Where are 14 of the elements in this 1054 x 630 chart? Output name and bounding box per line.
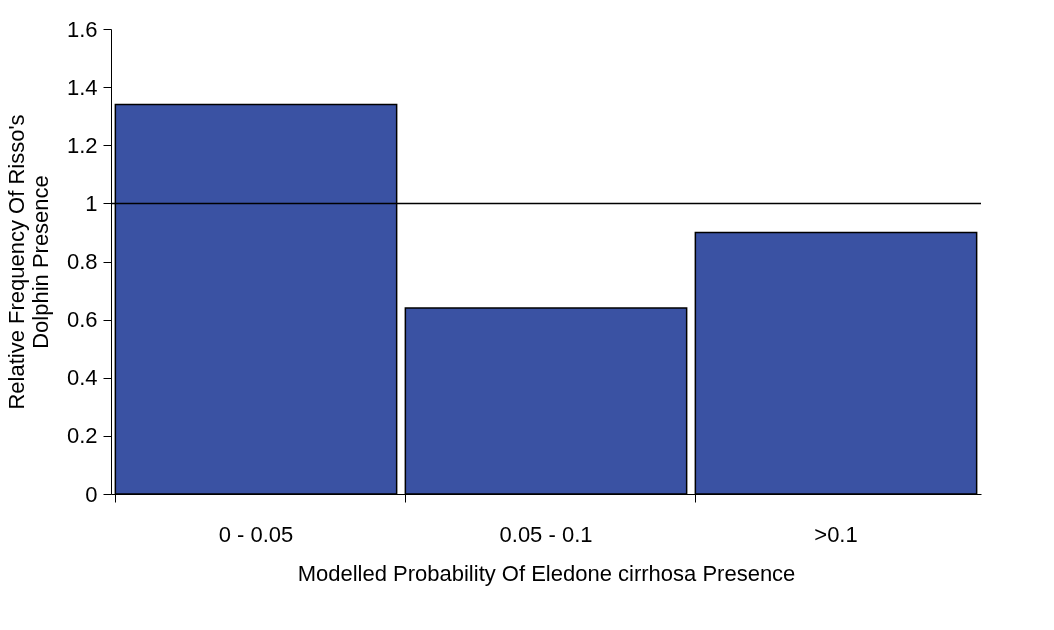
y-tick-label: 1 (85, 190, 98, 216)
x-tick-label: >0.1 (814, 521, 858, 547)
y-tick-label: 0.8 (66, 249, 98, 274)
x-axis-title: Modelled Probability Of Eledone cirrhosa Presence (297, 560, 796, 586)
y-tick-label: 0.2 (66, 423, 98, 449)
x-tick-label: 0.05 - 0.1 (499, 521, 593, 547)
y-tick-label: 1.4 (66, 74, 98, 100)
y-tick-label: 0.6 (66, 307, 98, 333)
y-tick-label: 1.2 (66, 132, 98, 158)
y-tick-label: 0.4 (66, 365, 98, 391)
y-axis-title: Relative Frequency Of Risso's Dolphin Presence (3, 114, 53, 410)
y-tick-label: 1.6 (66, 16, 98, 42)
y-tick-label: 0 (85, 481, 98, 507)
x-tick-label: 0 - 0.05 (218, 521, 294, 547)
